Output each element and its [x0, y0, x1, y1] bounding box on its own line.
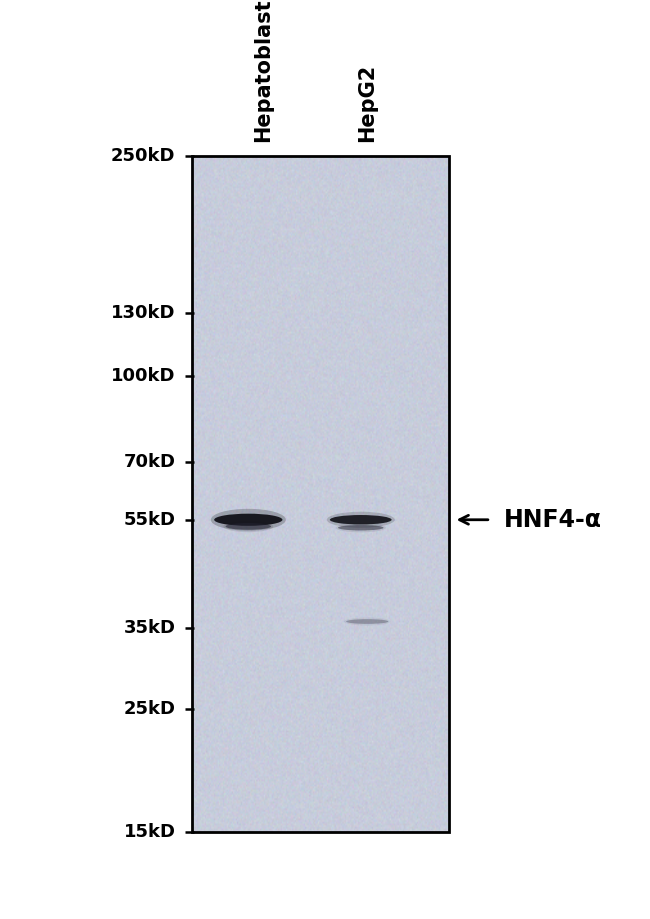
- Text: 25kD: 25kD: [124, 700, 176, 718]
- Text: 55kD: 55kD: [124, 511, 176, 528]
- Ellipse shape: [214, 514, 282, 526]
- Ellipse shape: [336, 523, 386, 532]
- Text: 100kD: 100kD: [111, 368, 176, 385]
- Ellipse shape: [338, 525, 384, 530]
- Ellipse shape: [211, 509, 286, 530]
- Bar: [192, 156, 448, 832]
- Ellipse shape: [226, 523, 271, 529]
- Ellipse shape: [327, 512, 395, 528]
- Text: 15kD: 15kD: [124, 823, 176, 841]
- Ellipse shape: [224, 521, 274, 532]
- Text: 250kD: 250kD: [111, 147, 176, 165]
- Text: HepG2: HepG2: [358, 64, 377, 142]
- Ellipse shape: [344, 618, 391, 626]
- Ellipse shape: [346, 619, 389, 624]
- Text: Hepatoblast: Hepatoblast: [254, 0, 273, 142]
- Ellipse shape: [330, 515, 391, 525]
- Text: 130kD: 130kD: [111, 304, 176, 323]
- Text: 70kD: 70kD: [124, 453, 176, 471]
- Text: HNF4-α: HNF4-α: [504, 508, 602, 532]
- Text: 35kD: 35kD: [124, 619, 176, 637]
